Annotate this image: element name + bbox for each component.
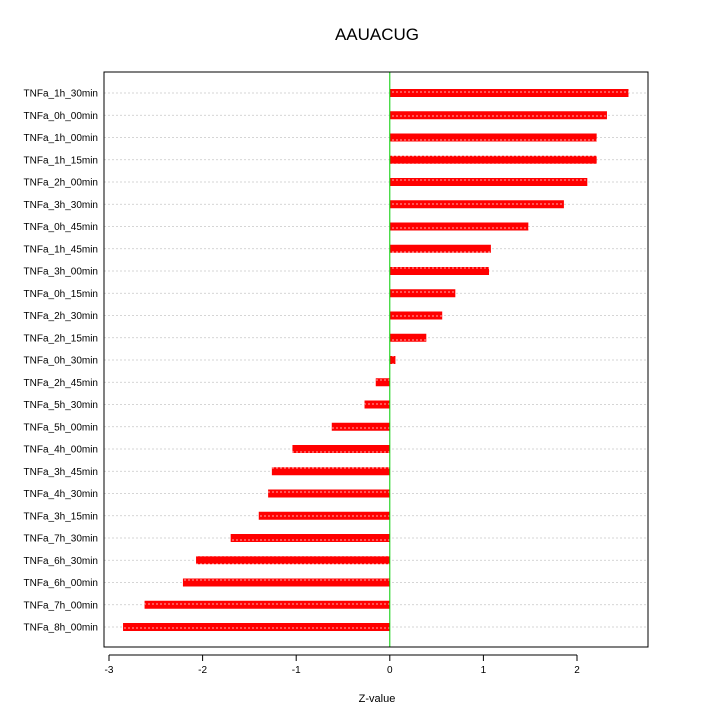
bar-TNFa_4h_30min bbox=[268, 489, 390, 498]
category-labels: TNFa_1h_30min TNFa_0h_00min TNFa_1h_00min T… bbox=[24, 89, 98, 634]
bar-TNFa_5h_30min bbox=[364, 400, 390, 409]
bar-TNFa_0h_15min bbox=[389, 289, 456, 298]
bar-TNFa_7h_00min bbox=[144, 600, 390, 609]
bar-TNFa_3h_30min bbox=[389, 200, 564, 209]
bar-TNFa_3h_45min bbox=[271, 467, 390, 476]
x-tick-label: -3 bbox=[105, 665, 114, 676]
plot-frame bbox=[103, 71, 649, 648]
bar-TNFa_4h_00min bbox=[292, 445, 390, 453]
category-label: TNFa_5h_00min bbox=[24, 422, 98, 433]
category-label: TNFa_2h_15min bbox=[24, 333, 98, 344]
bar-TNFa_0h_45min bbox=[389, 222, 529, 231]
bar-TNFa_2h_30min bbox=[389, 311, 443, 320]
x-axis: -3 -2 -1 0 1 2 bbox=[105, 654, 580, 676]
grid-layer bbox=[104, 92, 648, 628]
category-label: TNFa_1h_00min bbox=[24, 133, 98, 144]
category-label: TNFa_1h_45min bbox=[24, 244, 98, 255]
bar-TNFa_2h_45min bbox=[375, 378, 390, 387]
category-label: TNFa_3h_15min bbox=[24, 511, 98, 522]
category-label: TNFa_7h_30min bbox=[24, 534, 98, 545]
bar-TNFa_1h_00min bbox=[389, 133, 597, 142]
category-label: TNFa_3h_00min bbox=[24, 267, 98, 278]
bar-TNFa_1h_15min bbox=[389, 155, 597, 164]
category-label: TNFa_2h_00min bbox=[24, 178, 98, 189]
bar-TNFa_2h_00min bbox=[389, 178, 588, 186]
category-label: TNFa_1h_30min bbox=[24, 89, 98, 100]
category-label: TNFa_3h_30min bbox=[24, 200, 98, 211]
bar-TNFa_6h_00min bbox=[182, 578, 390, 587]
category-label: TNFa_6h_00min bbox=[24, 578, 98, 589]
bars-layer bbox=[123, 89, 629, 631]
bar-TNFa_3h_00min bbox=[389, 267, 490, 275]
x-tick-label: 0 bbox=[387, 665, 393, 676]
category-label: TNFa_0h_15min bbox=[24, 289, 98, 300]
category-label: TNFa_7h_00min bbox=[24, 600, 98, 611]
category-label: TNFa_8h_00min bbox=[24, 623, 98, 634]
x-tick-label: 1 bbox=[481, 665, 487, 676]
chart-title: AAUACUG bbox=[335, 25, 419, 44]
category-label: TNFa_1h_15min bbox=[24, 155, 98, 166]
category-label: TNFa_0h_30min bbox=[24, 356, 98, 367]
bar-TNFa_0h_30min bbox=[389, 356, 396, 364]
bar-TNFa_1h_30min bbox=[389, 89, 629, 97]
bar-TNFa_8h_00min bbox=[123, 623, 390, 631]
category-label: TNFa_2h_45min bbox=[24, 378, 98, 389]
category-label: TNFa_0h_00min bbox=[24, 111, 98, 122]
category-label: TNFa_0h_45min bbox=[24, 222, 98, 233]
bar-TNFa_1h_45min bbox=[389, 244, 491, 253]
bar-TNFa_3h_15min bbox=[258, 511, 390, 520]
bar-TNFa_5h_00min bbox=[331, 422, 390, 431]
x-tick-label: -2 bbox=[198, 665, 207, 676]
category-label: TNFa_3h_45min bbox=[24, 467, 98, 478]
x-tick-label: 2 bbox=[574, 665, 580, 676]
bar-TNFa_6h_30min bbox=[196, 556, 390, 565]
category-label: TNFa_4h_30min bbox=[24, 489, 98, 500]
category-label: TNFa_5h_30min bbox=[24, 400, 98, 411]
category-label: TNFa_2h_30min bbox=[24, 311, 98, 322]
x-axis-label: Z-value bbox=[359, 693, 396, 705]
x-tick-label: -1 bbox=[292, 665, 301, 676]
bar-TNFa_0h_00min bbox=[389, 111, 607, 120]
bar-TNFa_7h_30min bbox=[230, 534, 390, 542]
category-label: TNFa_6h_30min bbox=[24, 556, 98, 567]
bar-TNFa_2h_15min bbox=[389, 333, 427, 342]
category-label: TNFa_4h_00min bbox=[24, 445, 98, 456]
